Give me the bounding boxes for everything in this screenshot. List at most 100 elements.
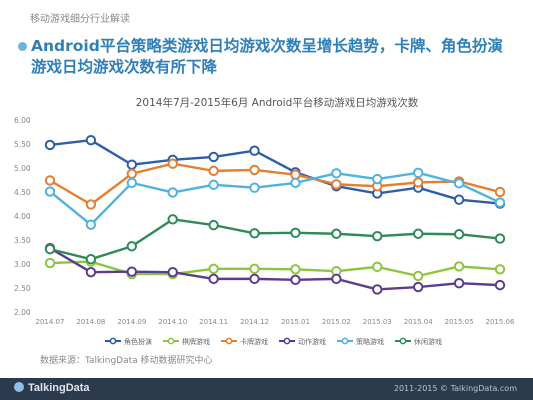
legend-marker [167, 337, 175, 345]
data-point [44, 243, 56, 255]
legend-label: 休闲游戏 [414, 337, 442, 346]
data-point [208, 273, 219, 285]
data-point [126, 177, 138, 189]
data-point [412, 177, 424, 188]
legend-label: 策略游戏 [356, 337, 384, 346]
data-point [85, 254, 97, 265]
y-tick-label: 4.00 [14, 212, 31, 221]
y-tick-label: 2.00 [14, 308, 31, 317]
data-point [453, 229, 465, 240]
data-point [249, 273, 260, 285]
data-point [167, 214, 178, 225]
data-point [85, 266, 97, 278]
data-point [453, 194, 465, 205]
brand-name: TalkingData [28, 382, 90, 394]
series-line [49, 260, 501, 278]
headline-line-1: Android平台策略类游戏日均游戏次数呈增长趋势，卡牌、角色扮演 [31, 37, 503, 55]
x-tick-label: 2015.05 [445, 318, 474, 326]
y-tick-label: 5.50 [14, 140, 31, 149]
data-point [494, 279, 506, 291]
y-tick-label: 4.50 [14, 188, 31, 197]
data-point [412, 167, 424, 179]
data-point [85, 134, 97, 146]
data-point [44, 175, 56, 186]
data-point [290, 274, 301, 286]
data-point [85, 199, 97, 210]
data-source: 数据来源：TalkingData 移动数据研究中心 [40, 356, 213, 366]
data-point [372, 284, 383, 295]
data-point [44, 186, 56, 197]
x-tick-label: 2014.10 [158, 318, 187, 326]
data-point [167, 187, 178, 198]
data-point [126, 266, 138, 277]
data-point [372, 261, 383, 273]
x-tick-label: 2015.01 [281, 318, 310, 326]
legend-marker [283, 337, 291, 345]
bullet-dot-icon [18, 42, 27, 51]
data-point [372, 230, 383, 242]
data-point [331, 168, 342, 179]
data-point [331, 179, 342, 190]
legend-marker [225, 337, 233, 345]
data-point [494, 233, 506, 244]
data-point [290, 264, 301, 275]
x-tick-label: 2015.03 [363, 318, 392, 326]
data-point [167, 158, 178, 169]
x-tick-label: 2015.02 [322, 318, 351, 326]
data-point [249, 145, 260, 156]
x-tick-label: 2014.07 [36, 318, 65, 326]
category-label: 移动游戏细分行业解读 [30, 14, 130, 25]
data-point [412, 270, 424, 282]
data-point [453, 178, 465, 189]
series-line [49, 162, 501, 206]
data-point [126, 159, 138, 170]
legend-label: 卡牌游戏 [240, 337, 268, 346]
x-tick-label: 2014.12 [240, 318, 269, 326]
data-point [494, 186, 506, 198]
series-line [49, 138, 501, 205]
data-point [412, 228, 424, 239]
y-tick-label: 5.00 [14, 164, 31, 173]
data-point [494, 197, 506, 208]
headline-line-2: 游戏日均游戏次数有所下降 [31, 58, 218, 76]
data-point [290, 177, 301, 189]
data-point [331, 228, 342, 239]
series-line [49, 247, 501, 291]
series-line [49, 171, 501, 226]
data-point [453, 278, 465, 289]
legend-marker [341, 337, 349, 345]
y-tick-label: 3.50 [14, 236, 31, 245]
data-point [249, 228, 260, 239]
data-point [85, 219, 97, 230]
x-tick-label: 2015.06 [486, 318, 515, 326]
data-point [412, 281, 424, 293]
legend-marker [109, 337, 117, 345]
data-point [44, 139, 56, 151]
data-point [208, 151, 219, 163]
legend-label: 动作游戏 [298, 337, 326, 346]
data-point [453, 261, 465, 272]
brand-mark-icon [14, 382, 24, 392]
data-point [208, 165, 219, 177]
y-tick-label: 3.00 [14, 260, 31, 269]
data-point [249, 182, 260, 193]
data-point [290, 169, 301, 180]
data-point [331, 273, 342, 285]
brand-logo: TalkingData [14, 382, 90, 394]
y-tick-label: 6.00 [14, 116, 31, 125]
data-point [167, 266, 178, 278]
data-point [44, 257, 56, 269]
legend-label: 棋牌游戏 [182, 337, 210, 346]
chart-title: 2014年7月-2015年6月 Android平台移动游戏日均游戏次数 [136, 96, 419, 109]
series-line [49, 218, 501, 261]
x-tick-label: 2014.08 [76, 318, 105, 326]
data-point [494, 264, 506, 275]
data-point [372, 173, 383, 185]
y-tick-label: 2.50 [14, 284, 31, 293]
data-point [126, 168, 138, 179]
x-tick-label: 2014.09 [117, 318, 146, 326]
footer-bar: TalkingData 2011-2015 © TalkingData.com [0, 378, 533, 400]
headline: Android平台策略类游戏日均游戏次数呈增长趋势，卡牌、角色扮演 游戏日均游戏… [18, 36, 523, 78]
data-point [126, 241, 138, 252]
copyright: 2011-2015 © TalkingData.com [393, 384, 517, 393]
